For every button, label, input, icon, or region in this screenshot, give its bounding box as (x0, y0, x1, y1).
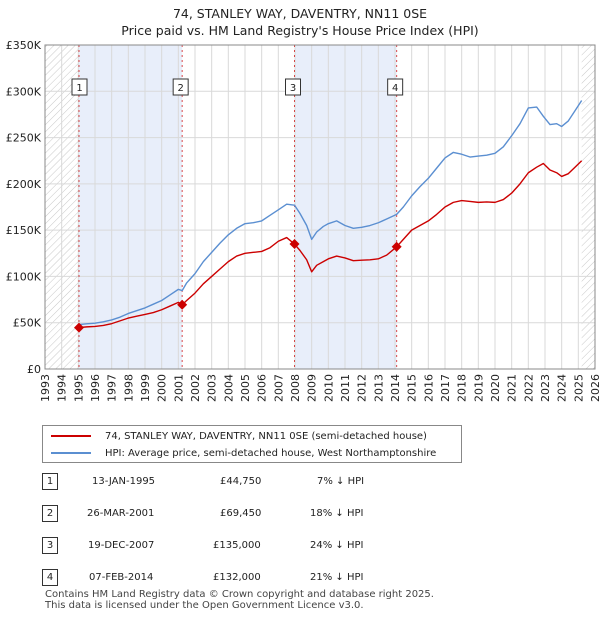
x-tick-label: 2015 (406, 374, 419, 402)
sale-label-box (387, 78, 404, 96)
x-tick-label: 2022 (522, 374, 535, 402)
x-tick-label: 2004 (222, 374, 235, 402)
legend-red-swatch (51, 435, 91, 437)
transaction-number: 2 (42, 505, 58, 522)
y-tick-label: £50K (13, 317, 42, 330)
x-tick-label: 1993 (39, 374, 52, 402)
x-tick-label: 1995 (72, 374, 85, 402)
x-tick-label: 2011 (339, 374, 352, 402)
shaded-region (79, 45, 183, 369)
y-tick-label: £0 (27, 363, 41, 376)
x-tick-label: 2009 (306, 374, 319, 402)
sale-label-text: 4 (392, 83, 398, 94)
x-tick-label: 1999 (139, 374, 152, 402)
sale-label-box (172, 78, 189, 96)
x-tick-label: 2007 (272, 374, 285, 402)
table-row: 3 19-DEC-2007 £135,000 24% ↓ HPI (42, 537, 462, 555)
transaction-hpi: 18% ↓ HPI (310, 508, 364, 519)
transaction-date: 13-JAN-1995 (92, 476, 156, 487)
transaction-hpi: 21% ↓ HPI (310, 572, 364, 583)
transaction-date: 07-FEB-2014 (89, 572, 154, 583)
legend-blue-label: HPI: Average price, semi-detached house,… (105, 447, 437, 459)
x-tick-label: 2016 (422, 374, 435, 402)
x-tick-label: 2020 (489, 374, 502, 402)
chart-title: 74, STANLEY WAY, DAVENTRY, NN11 0SE (172, 6, 428, 21)
footer-licence: This data is licensed under the Open Gov… (45, 600, 364, 611)
x-tick-label: 2026 (589, 374, 600, 402)
transaction-hpi: 7% ↓ HPI (317, 476, 365, 487)
price-paid-series-line (78, 160, 583, 329)
transaction-price: £44,750 (220, 476, 262, 487)
transaction-number: 4 (42, 569, 58, 586)
x-tick-label: 2023 (539, 374, 552, 402)
table-row: 2 26-MAR-2001 £69,450 18% ↓ HPI (42, 505, 462, 523)
x-tick-label: 2003 (206, 374, 219, 402)
sale-label-text: 3 (290, 83, 296, 94)
transaction-price: £69,450 (220, 508, 262, 519)
table-row: 4 07-FEB-2014 £132,000 21% ↓ HPI (42, 569, 462, 587)
footer: Contains HM Land Registry data © Crown c… (45, 589, 434, 611)
y-tick-label: £100K (6, 270, 42, 283)
sale-label-box (71, 78, 88, 96)
transaction-hpi: 24% ↓ HPI (310, 540, 364, 551)
x-tick-label: 2018 (456, 374, 469, 402)
transaction-number: 3 (42, 537, 58, 554)
x-tick-label: 2024 (556, 374, 569, 402)
x-tick-label: 2012 (356, 374, 369, 402)
sale-label-box (285, 78, 301, 96)
transaction-price: £132,000 (213, 572, 261, 583)
plot-frame (44, 44, 596, 370)
x-tick-label: 2017 (439, 374, 452, 402)
x-tick-label: 2010 (322, 374, 335, 402)
x-tick-label: 1994 (56, 374, 69, 402)
x-tick-label: 2025 (572, 374, 585, 402)
shaded-region (294, 45, 397, 369)
legend-item-price-paid: 74, STANLEY WAY, DAVENTRY, NN11 0SE (sem… (51, 428, 427, 444)
legend-red-label: 74, STANLEY WAY, DAVENTRY, NN11 0SE (sem… (105, 430, 427, 442)
x-tick-label: 1998 (122, 374, 135, 402)
x-tick-label: 1997 (106, 374, 119, 402)
hatched-region (581, 45, 595, 369)
x-tick-label: 2008 (289, 374, 302, 402)
table-row: 1 13-JAN-1995 £44,750 7% ↓ HPI (42, 473, 462, 491)
x-tick-label: 2000 (156, 374, 169, 402)
y-tick-label: £350K (6, 39, 42, 52)
y-tick-label: £250K (6, 132, 42, 145)
x-tick-label: 2019 (472, 374, 485, 402)
legend-item-hpi: HPI: Average price, semi-detached house,… (51, 445, 436, 461)
sale-point (391, 241, 402, 252)
x-tick-label: 2006 (256, 374, 269, 402)
x-tick-label: 2013 (372, 374, 385, 402)
sale-label-text: 1 (76, 83, 82, 94)
transaction-date: 19-DEC-2007 (88, 540, 155, 551)
y-tick-label: £200K (6, 178, 42, 191)
sale-label-text: 2 (177, 83, 183, 94)
y-tick-label: £150K (6, 224, 42, 237)
x-tick-label: 2002 (189, 374, 202, 402)
chart-area: £0 £50K £100K £150K £200K £250K £300K £350K 1993… (6, 39, 600, 402)
legend-blue-swatch (51, 452, 91, 454)
footer-copyright: Contains HM Land Registry data © Crown c… (45, 589, 434, 600)
sale-point (74, 322, 84, 333)
chart-subtitle: Price paid vs. HM Land Registry's House … (121, 23, 479, 38)
x-tick-label: 1996 (89, 374, 102, 402)
x-tick-label: 2021 (506, 374, 519, 402)
x-tick-label: 2014 (389, 374, 402, 402)
sale-point (177, 299, 188, 310)
x-tick-label: 2001 (172, 374, 185, 402)
sale-point (289, 239, 300, 250)
legend: 74, STANLEY WAY, DAVENTRY, NN11 0SE (sem… (42, 425, 462, 463)
x-tick-label: 2005 (239, 374, 252, 402)
transaction-price: £135,000 (213, 540, 261, 551)
transaction-date: 26-MAR-2001 (87, 508, 155, 519)
transaction-number: 1 (42, 473, 58, 490)
y-tick-label: £300K (6, 85, 42, 98)
hpi-series-line (78, 100, 583, 326)
